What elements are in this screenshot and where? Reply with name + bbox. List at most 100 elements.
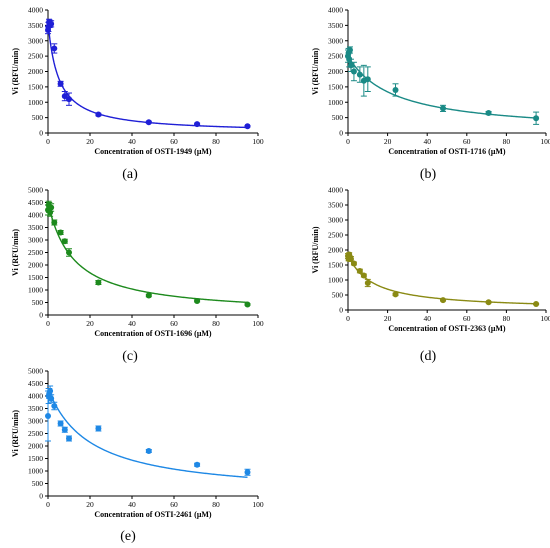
fit-curve bbox=[347, 254, 537, 305]
x-tick-label: 60 bbox=[463, 137, 471, 146]
data-point bbox=[47, 209, 54, 216]
y-tick-label: 3500 bbox=[328, 201, 343, 210]
y-tick-label: 500 bbox=[32, 113, 44, 122]
data-point bbox=[145, 292, 152, 299]
data-point bbox=[346, 46, 353, 53]
x-tick-label: 40 bbox=[128, 500, 136, 509]
data-point bbox=[61, 93, 68, 100]
x-tick-label: 0 bbox=[346, 314, 350, 323]
data-point bbox=[47, 388, 54, 394]
fit-curve bbox=[47, 202, 248, 304]
y-tick-label: 5000 bbox=[28, 186, 43, 195]
y-tick-label: 3500 bbox=[28, 21, 43, 30]
y-tick-label: 4000 bbox=[28, 392, 43, 401]
data-point bbox=[392, 291, 399, 298]
chart-panel-b: 0 500 1000 1500 2000 2500 3000 3500 4000 0 20 40 60 8… bbox=[311, 6, 550, 183]
data-point bbox=[48, 395, 55, 402]
y-tick-label: 2000 bbox=[328, 246, 343, 255]
x-tick-label: 0 bbox=[46, 500, 50, 509]
y-tick-label: 3000 bbox=[328, 36, 343, 45]
x-tick-label: 80 bbox=[503, 314, 511, 323]
data-point bbox=[350, 260, 357, 267]
y-tick-label: 2000 bbox=[328, 67, 343, 76]
y-tick-label: 2500 bbox=[328, 231, 343, 240]
data-point bbox=[392, 86, 399, 93]
data-point bbox=[57, 420, 64, 427]
data-point bbox=[51, 219, 58, 226]
y-tick-label: 2500 bbox=[28, 248, 43, 257]
x-tick-label: 40 bbox=[423, 314, 431, 323]
data-point bbox=[66, 435, 72, 442]
y-tick-label: 1000 bbox=[328, 276, 343, 285]
x-tick-label: 100 bbox=[540, 137, 550, 146]
data-point bbox=[145, 448, 152, 454]
y-tick-label: 3000 bbox=[28, 417, 43, 426]
y-tick-label: 1500 bbox=[328, 82, 343, 91]
y-axis-title: Vi (RFU/min) bbox=[11, 229, 20, 276]
x-axis-title: Concentration of OSTI-1696 (μM) bbox=[94, 329, 212, 338]
y-axis-title: Vi (RFU/min) bbox=[11, 48, 20, 95]
fit-curve bbox=[47, 22, 248, 129]
data-point bbox=[533, 301, 540, 307]
data-point bbox=[57, 80, 64, 87]
y-tick-label: 500 bbox=[32, 479, 44, 488]
data-point bbox=[194, 121, 201, 128]
y-tick-label: 3500 bbox=[328, 21, 343, 30]
x-tick-label: 80 bbox=[503, 137, 511, 146]
x-tick-label: 40 bbox=[128, 137, 136, 146]
data-point bbox=[66, 96, 72, 103]
data-point bbox=[364, 76, 371, 83]
data-point bbox=[48, 20, 55, 27]
y-tick-label: 5000 bbox=[28, 367, 43, 376]
data-point bbox=[194, 461, 201, 468]
data-point bbox=[194, 298, 201, 304]
y-tick-label: 500 bbox=[332, 291, 344, 300]
y-tick-label: 2500 bbox=[28, 52, 43, 61]
x-tick-label: 100 bbox=[252, 137, 264, 146]
x-tick-label: 100 bbox=[540, 314, 550, 323]
y-tick-label: 3000 bbox=[28, 36, 43, 45]
x-tick-label: 20 bbox=[86, 319, 94, 328]
x-tick-label: 20 bbox=[384, 137, 392, 146]
y-tick-label: 3000 bbox=[328, 216, 343, 225]
data-point bbox=[356, 71, 363, 78]
data-point bbox=[347, 256, 354, 262]
x-tick-label: 0 bbox=[346, 137, 350, 146]
data-point bbox=[45, 413, 51, 419]
y-tick-label: 4000 bbox=[28, 6, 43, 15]
data-point bbox=[48, 204, 55, 211]
data-point bbox=[51, 403, 58, 409]
y-tick-label: 4000 bbox=[28, 211, 43, 220]
y-tick-label: 3500 bbox=[28, 223, 43, 232]
y-tick-label: 2000 bbox=[28, 442, 43, 451]
chart-panel-a: 0 500 1000 1500 2000 2500 3000 3500 4000 0 20 40 60 8… bbox=[11, 6, 264, 183]
y-tick-label: 1500 bbox=[28, 273, 43, 282]
data-point bbox=[57, 229, 64, 236]
x-axis-title: Concentration of OSTI-2363 (μM) bbox=[388, 324, 506, 333]
x-tick-label: 40 bbox=[128, 319, 136, 328]
y-tick-label: 1000 bbox=[28, 286, 43, 295]
data-point bbox=[95, 111, 102, 118]
x-tick-label: 100 bbox=[252, 319, 264, 328]
y-tick-label: 4000 bbox=[328, 6, 343, 15]
data-point bbox=[244, 469, 251, 476]
data-point bbox=[440, 297, 447, 304]
data-point bbox=[485, 299, 492, 306]
y-tick-label: 2500 bbox=[28, 429, 43, 438]
data-point bbox=[356, 268, 363, 274]
panel-label: (b) bbox=[420, 167, 437, 182]
x-tick-label: 20 bbox=[86, 500, 94, 509]
data-point bbox=[61, 426, 68, 433]
y-tick-label: 1500 bbox=[328, 261, 343, 270]
y-tick-label: 3500 bbox=[28, 404, 43, 413]
y-tick-label: 3000 bbox=[28, 236, 43, 245]
y-tick-label: 0 bbox=[339, 306, 343, 315]
y-tick-label: 4500 bbox=[28, 379, 43, 388]
x-tick-label: 20 bbox=[384, 314, 392, 323]
data-point bbox=[244, 123, 251, 130]
y-tick-label: 500 bbox=[32, 298, 44, 307]
chart-panel-d: 0 500 1000 1500 2000 2500 3000 3500 4000 0 20 40 60 8… bbox=[311, 186, 550, 365]
y-axis-title: Vi (RFU/min) bbox=[311, 48, 320, 95]
x-tick-label: 100 bbox=[252, 500, 264, 509]
